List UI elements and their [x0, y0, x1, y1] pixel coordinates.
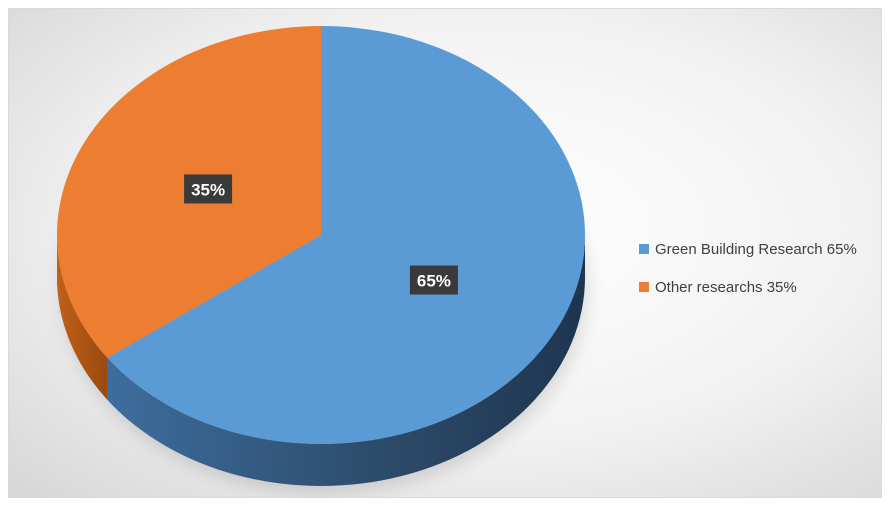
data-label-other-researchs: 35% — [184, 174, 233, 204]
pie-slice-green-building-research[interactable] — [107, 26, 586, 445]
legend-swatch-green-building — [639, 244, 649, 254]
chart-area: 65% 35% Green Building Research 65% Other… — [8, 8, 882, 498]
legend-label-green-building: Green Building Research 65% — [655, 240, 857, 258]
legend-swatch-other-researchs — [639, 282, 649, 292]
data-label-box-green-building-research — [409, 265, 458, 295]
legend-label-other-researchs: Other researchs 35% — [655, 278, 797, 296]
pie-chart: 65% 35% — [57, 26, 586, 486]
pie-side-other-researchs — [57, 235, 108, 400]
legend-item-green-building[interactable]: Green Building Research 65% — [639, 239, 857, 259]
data-label-text-other-researchs: 35% — [191, 180, 225, 199]
data-label-text-green-building-research: 65% — [417, 272, 451, 291]
pie-side-green-building-research — [107, 235, 586, 486]
data-label-box-other-researchs — [184, 174, 233, 204]
legend: Green Building Research 65% Other resear… — [639, 239, 857, 315]
data-label-green-building-research: 65% — [409, 265, 458, 295]
legend-item-other-researchs[interactable]: Other researchs 35% — [639, 277, 857, 297]
